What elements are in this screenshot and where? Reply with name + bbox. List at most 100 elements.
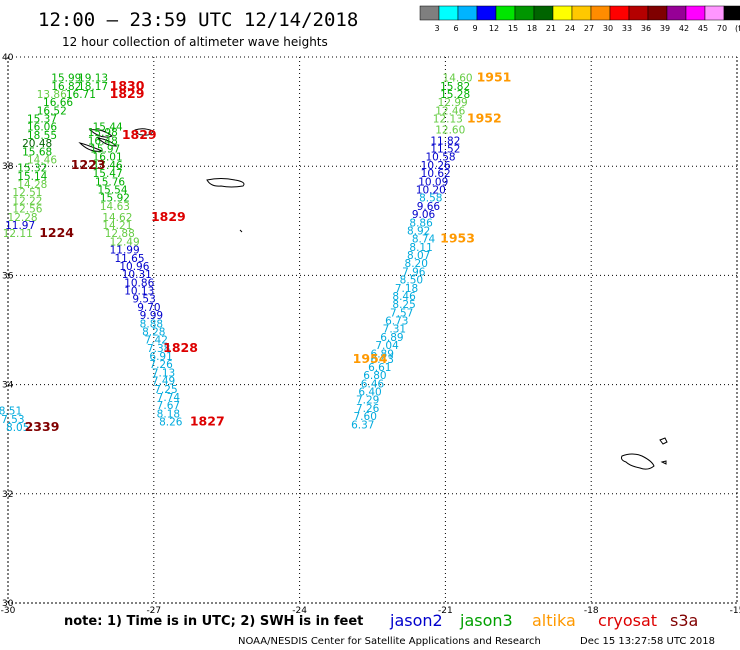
color-swatch [685,5,706,21]
wave-height-value: 14.46 [27,154,57,166]
wave-height-value: 7.42 [145,335,168,347]
island-shape [88,129,113,138]
pass-time-label: 1954 [353,351,388,366]
wave-height-value: 6.40 [358,387,381,399]
island-shape [621,453,655,470]
wave-height-value: 6.37 [351,419,374,431]
y-tick-label: 30 [2,599,14,609]
color-swatch [647,5,668,21]
wave-height-value: 12.11 [3,228,33,240]
colorbar-label: 39 [660,24,670,33]
wave-height-value: 6.73 [385,316,408,328]
wave-height-value: 15.82 [440,81,470,93]
pass-time-label: 1952 [467,111,502,126]
pass-time-label: 1829 [122,127,157,142]
colorbar-label: 3 [434,24,439,33]
y-tick-label: 32 [2,490,13,500]
x-tick-label: -24 [292,606,307,616]
colorbar-label: 30 [603,24,613,33]
wave-height-value: 15.92 [100,193,130,205]
wave-height-value: 16.71 [66,89,96,101]
wave-height-value: 8.11 [409,242,432,254]
color-swatch [628,5,649,21]
legend-jason3: jason3 [459,611,513,630]
island-shape [134,128,154,136]
pass-time-label: 2339 [25,419,60,434]
wave-height-value: 15.28 [440,89,470,101]
pass-time-label: 1224 [39,225,74,240]
pass-time-label: 1223 [71,157,106,172]
wave-height-value: 6.89 [371,348,394,360]
colorbar-label: (ft) [735,24,740,33]
x-tick-label: -18 [584,606,599,616]
colorbar-label: 42 [679,24,689,33]
color-swatch [704,5,725,21]
color-swatch [514,5,535,21]
colorbar-label: 27 [584,24,594,33]
island-shape [78,142,104,152]
wave-height-value: 10.86 [124,277,154,289]
legend-jason2: jason2 [389,611,443,630]
wave-height-value: 11.97 [5,220,35,232]
wave-height-value: 13.86 [37,89,67,101]
pass-time-label: 1829 [110,86,145,101]
wave-height-value: 11.99 [110,245,140,257]
wave-height-value: 7.49 [152,376,175,388]
wave-height-value: 6.80 [363,370,386,382]
wave-height-value: 8.46 [392,291,416,303]
footer-credit: NOAA/NESDIS Center for Satellite Applica… [238,636,541,647]
wave-height-value: 7.25 [154,384,177,396]
pass-time-label: 1828 [163,340,198,355]
wave-height-value: 10.26 [421,160,451,172]
x-tick-label: -21 [438,606,453,616]
footer-timestamp: Dec 15 13:27:58 UTC 2018 [580,636,715,647]
wave-height-value: 12.46 [435,105,465,117]
wave-height-value: 8.74 [412,234,436,246]
wave-height-value: 14.21 [102,220,132,232]
wave-height-value: 7.04 [375,340,399,352]
chart-title: 12:00 – 23:59 UTC 12/14/2018 [38,9,358,31]
wave-height-value: 7.74 [157,392,181,404]
colorbar-label: 9 [472,24,477,33]
wave-height-value: 7.18 [395,283,418,295]
wave-height-value: 15.14 [17,171,47,183]
island-outlines [78,128,668,470]
colorbar-label: 24 [565,24,575,33]
wave-height-value: 10.62 [421,168,451,180]
wave-height-value: 8.51 [0,406,22,418]
color-swatch [476,5,497,21]
colorbar-label: 36 [641,24,651,33]
wave-height-value: 10.31 [122,269,152,281]
wave-height-value: 9.53 [132,294,155,306]
island-shape [96,137,118,147]
wave-height-value: 9.06 [412,209,436,221]
satellite-legend: jason2 jason3 altika cryosat s3a [389,611,698,630]
wave-height-value: 7.60 [354,411,377,423]
legend-s3a: s3a [670,611,698,630]
pass-time-labels: 1830182918291223182912241828182723391951… [25,70,512,434]
island-shape [206,178,245,188]
wave-height-value: 7.96 [402,266,426,278]
wave-height-value: 7.29 [356,395,379,407]
wave-height-value: 14.60 [443,73,473,85]
wave-height-value: 15.54 [97,185,127,197]
wave-height-value: 11.65 [114,253,144,265]
wave-height-value: 15.47 [93,168,123,180]
wave-height-value: 12.99 [438,97,468,109]
chart-subtitle: 12 hour collection of altimeter wave hei… [62,35,328,49]
wave-height-value: 9.66 [417,201,441,213]
axis-tick-labels: -30 -27 -24 -21 -18 -15 40 38 36 34 32 30 [1,53,740,616]
wave-height-value: 6.43 [371,354,394,366]
wave-height-value: 8.05 [6,422,29,434]
wave-height-value: 16.52 [37,105,67,117]
wave-height-value: 7.57 [390,307,413,319]
color-swatch [495,5,516,21]
color-swatch [419,5,440,21]
wave-height-value: 7.13 [152,367,175,379]
wave-height-value: 15.98 [88,127,118,139]
wave-height-value: 8.88 [140,318,163,330]
wave-height-value: 12.88 [105,228,135,240]
wave-height-value: 14.62 [102,212,132,224]
colorbar-label: 70 [717,24,727,33]
